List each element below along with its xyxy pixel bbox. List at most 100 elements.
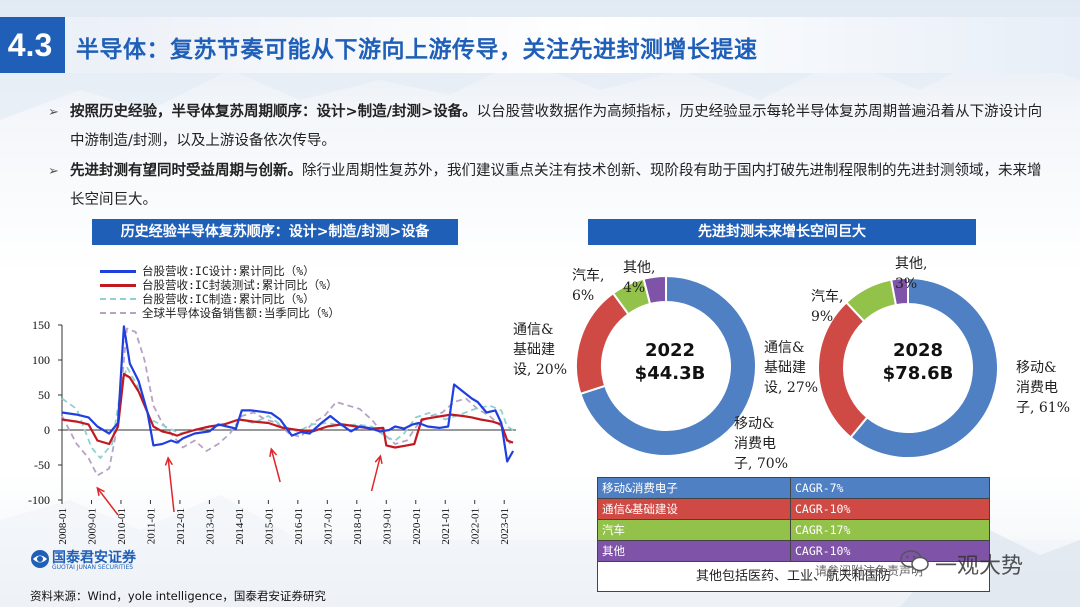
y-tick-label: 0	[44, 423, 50, 437]
x-tick-label: 2013-01	[204, 508, 216, 545]
table-cell-cagr: CAGR-10%	[795, 502, 851, 516]
table-cell-cagr: CAGR-7%	[795, 481, 844, 495]
donut-chart-2028	[817, 276, 999, 459]
x-tick-label: 2011-01	[145, 508, 157, 544]
bullet-1-bold: 按照历史经验，半导体复苏周期顺序：设计>制造/封测>设备。	[70, 104, 477, 120]
cagr-table: 移动&消费电子 CAGR-7% 通信&基础建设 CAGR-10% 汽车 CAGR…	[597, 477, 990, 592]
x-tick-label: 2019-01	[381, 508, 393, 545]
legend-ic-design: 台股营收:IC设计:累计同比（%）	[100, 263, 315, 279]
x-tick-label: 2021-01	[440, 508, 452, 545]
logo-name-cn: 国泰君安证券	[52, 550, 136, 566]
donut-slice-mobile	[849, 276, 999, 459]
donut-2028-label-auto: 汽车, 9%	[811, 289, 844, 325]
legend-label: 台股营收:IC封装测试:累计同比（%）	[142, 278, 338, 292]
page-title: 半导体：复苏节奏可能从下游向上游传导，关注先进封测增长提速	[76, 37, 758, 63]
series-line-ic-design	[61, 325, 515, 463]
bullet-arrow-icon: ➢	[48, 164, 59, 179]
legend-swatch	[100, 312, 136, 314]
series-line-equipment	[61, 327, 511, 477]
header-band	[0, 17, 1080, 73]
annotation-arrow	[370, 455, 382, 492]
x-tick-label: 2010-01	[116, 508, 128, 545]
legend-label: 全球半导体设备销售额:当季同比（%）	[142, 306, 340, 320]
section-number: 4.3	[0, 17, 60, 73]
table-cell-segment: 汽车	[598, 520, 791, 540]
y-tick-label: 150	[32, 318, 50, 332]
table-cell-cagr: CAGR-10%	[795, 544, 851, 558]
left-panel-title: 历史经验半导体复苏顺序：设计>制造/封测>设备	[92, 219, 458, 245]
underlay-text: 请参阅附注免责声明	[815, 564, 924, 578]
x-tick-label: 2022-01	[470, 508, 482, 545]
table-cell-segment: 通信&基础建设	[598, 499, 791, 519]
table-cell-segment: 移动&消费电子	[598, 478, 791, 498]
legend-swatch	[100, 298, 136, 300]
bullet-2-text: 除行业周期性复苏外，我们建议重点关注有技术创新、现阶段有助于国内打破先进制程限制…	[70, 163, 1042, 208]
donut-2028-year: 2028	[892, 340, 944, 361]
donut-slice-other	[642, 274, 667, 306]
legend-label: 台股营收:IC制造:累计同比（%）	[142, 292, 315, 306]
y-tick-label: 50	[38, 388, 50, 402]
logo-name-en: GUOTAI JUNAN SECURITIES	[52, 564, 134, 571]
table-row: 通信&基础建设 CAGR-10%	[598, 499, 989, 520]
x-tick-label: 2009-01	[86, 508, 98, 545]
annotation-arrowhead	[269, 447, 278, 457]
legend-ic-packaging: 台股营收:IC封装测试:累计同比（%）	[100, 277, 338, 293]
annotation-arrow	[96, 487, 119, 516]
donut-2022-label-auto: 汽车, 6%	[572, 268, 605, 304]
y-tick-label: -50	[34, 458, 50, 472]
donut-2028-value: $78.6B	[882, 363, 954, 384]
donut-2028-label-mobile: 移动& 消费电 子, 61%	[1016, 360, 1071, 416]
y-tick-label: -100	[28, 493, 50, 507]
annotation-arrowhead	[164, 456, 174, 466]
donut-slice-other	[889, 276, 909, 307]
donut-2022-label-telecom: 通信& 基础建 设, 20%	[513, 322, 568, 378]
table-cell-segment: 其他	[598, 541, 791, 561]
bullet-arrow-icon: ➢	[48, 105, 59, 120]
table-note: 其他包括医药、工业、航天和国防	[598, 562, 989, 591]
right-panel-title: 先进封测未来增长空间巨大	[588, 219, 976, 245]
annotation-arrowhead	[374, 454, 383, 464]
logo-mark-icon	[31, 550, 49, 568]
donut-2022-label-mobile: 移动& 消费电 子, 70%	[734, 416, 789, 472]
series-line-ic-manufacturing	[61, 366, 514, 459]
annotation-arrowhead	[96, 486, 105, 496]
bullet-1: ➢ 按照历史经验，半导体复苏周期顺序：设计>制造/封测>设备。以台股营收数据作为…	[48, 98, 1048, 156]
legend-label: 台股营收:IC设计:累计同比（%）	[142, 264, 315, 278]
x-tick-label: 2016-01	[293, 508, 305, 545]
section-divider	[60, 17, 65, 73]
legend-swatch	[100, 270, 136, 273]
annotation-arrow	[270, 448, 281, 483]
x-tick-label: 2015-01	[263, 508, 275, 545]
table-cell-cagr: CAGR-17%	[795, 523, 851, 537]
table-row: 汽车 CAGR-17%	[598, 520, 989, 541]
watermark-text: 一观大势	[935, 554, 1024, 579]
annotation-arrow	[167, 457, 175, 513]
bullet-1-text: 以台股营收数据作为高频指标，历史经验显示每轮半导体复苏周期普遍沿着从下游设计向中…	[70, 104, 1043, 149]
source-note: 资料来源：Wind，yole intelligence，国泰君安证券研究	[30, 589, 326, 603]
table-row: 移动&消费电子 CAGR-7%	[598, 478, 989, 499]
donut-chart-2022	[575, 274, 757, 457]
x-tick-label: 2018-01	[352, 508, 364, 545]
legend-equipment: 全球半导体设备销售额:当季同比（%）	[100, 305, 340, 321]
x-tick-label: 2020-01	[411, 508, 423, 545]
donut-2028-label-telecom: 通信& 基础建 设, 27%	[764, 340, 819, 396]
donut-2028-label-other: 其他, 3%	[895, 256, 928, 292]
donut-2022-label-other: 其他, 4%	[623, 260, 656, 296]
x-tick-label: 2023-01	[499, 508, 511, 545]
donut-2022-year: 2022	[644, 340, 696, 361]
y-tick-label: 100	[32, 353, 50, 367]
wechat-icon	[900, 550, 929, 572]
x-tick-label: 2017-01	[322, 508, 334, 545]
legend-ic-manufacturing: 台股营收:IC制造:累计同比（%）	[100, 291, 315, 307]
bullet-2: ➢ 先进封测有望同时受益周期与创新。除行业周期性复苏外，我们建议重点关注有技术创…	[48, 157, 1048, 215]
table-row: 其他 CAGR-10%	[598, 541, 989, 562]
x-tick-label: 2014-01	[234, 508, 246, 545]
donut-2022-value: $44.3B	[634, 363, 706, 384]
bullet-2-bold: 先进封测有望同时受益周期与创新。	[70, 163, 302, 179]
x-tick-label: 2012-01	[175, 508, 187, 545]
x-tick-label: 2008-01	[57, 508, 69, 545]
donut-slice-mobile	[579, 274, 757, 457]
line-chart: 150 100 50 0 -50 -100 2008-01 2009-01 2010-01 20…	[28, 318, 516, 545]
legend-swatch	[100, 284, 136, 287]
